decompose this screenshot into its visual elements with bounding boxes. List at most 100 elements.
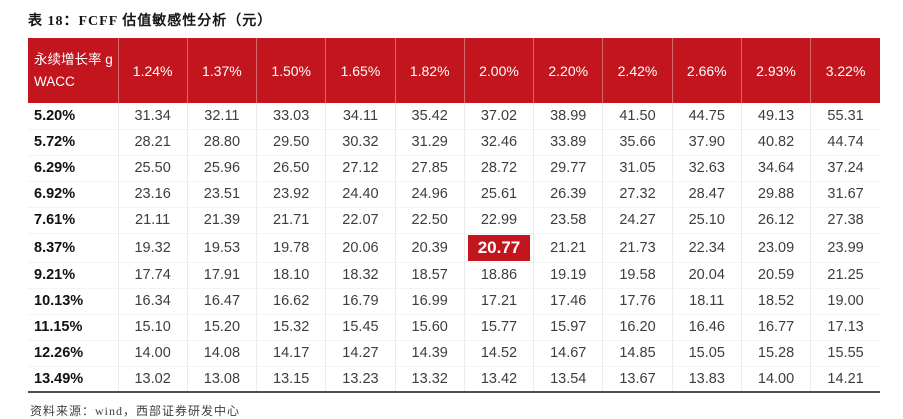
value-cell: 18.11 xyxy=(672,288,742,314)
value-cell: 33.03 xyxy=(256,103,327,129)
table-row: 6.92% 23.16 23.51 23.92 24.40 24.96 25.61 26.39… xyxy=(28,181,880,207)
value-cell: 15.05 xyxy=(672,340,742,366)
wacc-row-header: 8.37% xyxy=(28,233,119,262)
value-cell: 14.67 xyxy=(533,340,604,366)
wacc-row-header: 9.21% xyxy=(28,262,119,288)
value-cell: 26.12 xyxy=(741,207,812,233)
value-cell: 30.32 xyxy=(325,129,396,155)
value-cell: 37.90 xyxy=(672,129,742,155)
growth-col-header: 1.65% xyxy=(325,38,396,103)
value-cell: 29.50 xyxy=(256,129,327,155)
value-cell: 44.75 xyxy=(672,103,742,129)
value-cell: 25.50 xyxy=(118,155,188,181)
value-cell: 23.92 xyxy=(256,181,327,207)
value-cell: 22.99 xyxy=(464,207,535,233)
growth-col-header: 2.93% xyxy=(741,38,812,103)
value-cell: 20.04 xyxy=(672,262,742,288)
value-cell: 17.21 xyxy=(464,288,535,314)
value-cell: 16.47 xyxy=(187,288,258,314)
value-cell: 24.40 xyxy=(325,181,396,207)
value-cell: 25.61 xyxy=(464,181,535,207)
value-cell: 21.73 xyxy=(602,233,673,262)
corner-cell: 永续增长率 g WACC xyxy=(28,38,119,103)
value-cell: 31.34 xyxy=(118,103,188,129)
value-cell: 14.08 xyxy=(187,340,258,366)
header-row: 永续增长率 g WACC 1.24% 1.37% 1.50% 1.65% 1.82% 2.… xyxy=(28,38,880,103)
value-cell: 19.58 xyxy=(602,262,673,288)
growth-col-header: 2.42% xyxy=(602,38,673,103)
value-cell: 18.86 xyxy=(464,262,535,288)
table-row: 9.21% 17.74 17.91 18.10 18.32 18.57 18.86 19.19… xyxy=(28,262,880,288)
value-cell: 28.21 xyxy=(118,129,188,155)
table-row: 6.29% 25.50 25.96 26.50 27.12 27.85 28.72 29.77… xyxy=(28,155,880,181)
value-cell: 16.79 xyxy=(325,288,396,314)
value-cell: 22.50 xyxy=(395,207,465,233)
wacc-row-header: 6.92% xyxy=(28,181,119,207)
value-cell: 23.51 xyxy=(187,181,258,207)
value-cell: 26.39 xyxy=(533,181,604,207)
value-cell: 17.76 xyxy=(602,288,673,314)
value-cell: 37.24 xyxy=(827,160,864,176)
value-cell: 19.78 xyxy=(256,233,327,262)
value-cell: 16.46 xyxy=(672,314,742,340)
value-cell: 35.66 xyxy=(602,129,673,155)
table-header: 永续增长率 g WACC 1.24% 1.37% 1.50% 1.65% 1.82% 2.… xyxy=(28,38,880,103)
value-cell: 13.54 xyxy=(533,366,604,392)
value-cell: 28.47 xyxy=(672,181,742,207)
wacc-row-header: 5.20% xyxy=(28,103,119,129)
value-cell: 13.67 xyxy=(602,366,673,392)
value-cell: 13.83 xyxy=(672,366,742,392)
value-cell: 21.25 xyxy=(827,267,864,283)
table-row: 8.37% 19.32 19.53 19.78 20.06 20.39 20.77 21.21… xyxy=(28,233,880,262)
value-cell: 34.11 xyxy=(325,103,396,129)
highlighted-value-cell: 20.77 xyxy=(467,234,531,261)
value-cell: 33.89 xyxy=(533,129,604,155)
value-cell: 34.64 xyxy=(741,155,812,181)
value-cell: 16.99 xyxy=(395,288,465,314)
value-cell: 35.42 xyxy=(395,103,465,129)
value-cell: 32.63 xyxy=(672,155,742,181)
table-row: 11.15% 15.10 15.20 15.32 15.45 15.60 15.77 15.9… xyxy=(28,314,880,340)
value-cell: 49.13 xyxy=(741,103,812,129)
wacc-row-header: 5.72% xyxy=(28,129,119,155)
value-cell: 15.20 xyxy=(187,314,258,340)
value-cell: 24.96 xyxy=(395,181,465,207)
value-cell: 37.02 xyxy=(464,103,535,129)
value-cell: 24.27 xyxy=(602,207,673,233)
value-cell: 44.74 xyxy=(827,134,864,150)
value-cell: 31.05 xyxy=(602,155,673,181)
value-cell: 29.88 xyxy=(741,181,812,207)
value-cell: 28.80 xyxy=(187,129,258,155)
value-cell: 27.85 xyxy=(395,155,465,181)
value-cell: 14.39 xyxy=(395,340,465,366)
value-cell: 14.21 xyxy=(827,370,864,387)
value-cell: 13.23 xyxy=(325,366,396,392)
wacc-row-header: 7.61% xyxy=(28,207,119,233)
growth-col-header: 1.37% xyxy=(187,38,258,103)
value-cell: 25.96 xyxy=(187,155,258,181)
value-cell: 22.07 xyxy=(325,207,396,233)
value-cell: 18.57 xyxy=(395,262,465,288)
value-cell: 40.82 xyxy=(741,129,812,155)
table-row: 10.13% 16.34 16.47 16.62 16.79 16.99 17.21 17.4… xyxy=(28,288,880,314)
value-cell: 15.60 xyxy=(395,314,465,340)
value-cell: 15.10 xyxy=(118,314,188,340)
growth-col-header: 2.20% xyxy=(533,38,604,103)
table-row: 5.20% 31.34 32.11 33.03 34.11 35.42 37.02 38.99… xyxy=(28,103,880,129)
table-row: 5.72% 28.21 28.80 29.50 30.32 31.29 32.46 33.89… xyxy=(28,129,880,155)
value-cell: 19.32 xyxy=(118,233,188,262)
value-cell: 19.19 xyxy=(533,262,604,288)
value-cell: 13.32 xyxy=(395,366,465,392)
value-cell: 16.20 xyxy=(602,314,673,340)
value-cell: 15.45 xyxy=(325,314,396,340)
growth-col-header: 2.00% xyxy=(464,38,535,103)
value-cell: 13.02 xyxy=(118,366,188,392)
value-cell: 13.15 xyxy=(256,366,327,392)
value-cell: 14.00 xyxy=(118,340,188,366)
value-cell: 23.99 xyxy=(827,239,864,256)
value-cell: 15.77 xyxy=(464,314,535,340)
wacc-row-header: 6.29% xyxy=(28,155,119,181)
value-cell: 32.46 xyxy=(464,129,535,155)
value-cell: 31.29 xyxy=(395,129,465,155)
